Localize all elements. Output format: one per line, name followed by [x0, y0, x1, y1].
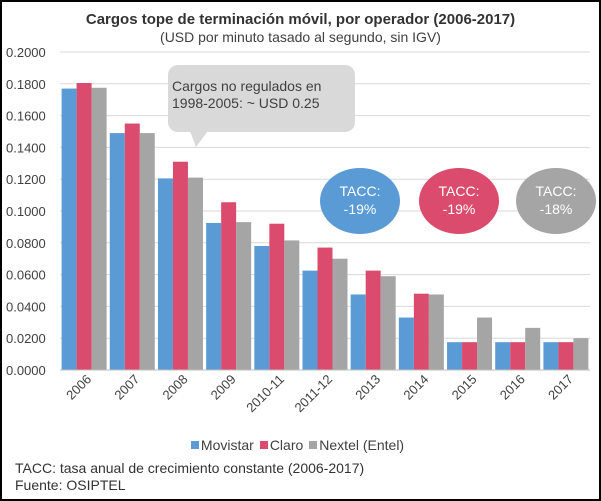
tacc-claro: TACC: -19% [414, 182, 504, 218]
bar-nextel-2008 [187, 177, 203, 370]
chart-title: Cargos tope de terminación móvil, por op… [85, 11, 516, 28]
y-tick-label: 0.0400 [6, 299, 46, 314]
bar-movistar-2014 [398, 317, 414, 370]
bar-nextel-2007 [139, 133, 155, 370]
tacc-nextel-label: TACC: [535, 183, 577, 199]
tacc-nextel-value: -18% [539, 201, 573, 217]
bar-claro-2014 [413, 293, 429, 370]
x-tick-label: 2008 [160, 372, 191, 403]
y-tick-label: 0.1400 [6, 140, 46, 155]
legend-swatch-nextel [309, 441, 318, 449]
bar-movistar-2016 [495, 342, 511, 370]
bar-claro-2008 [172, 161, 188, 370]
bar-claro-2015 [462, 342, 478, 370]
tacc-movistar-value: -19% [343, 201, 377, 217]
tacc-movistar-label: TACC: [339, 183, 381, 199]
y-tick-label: 0.0000 [6, 363, 46, 378]
bar-nextel-2016 [525, 327, 541, 370]
legend-item-movistar: Movistar [190, 437, 254, 453]
tacc-definition-note: TACC: tasa anual de crecimiento constant… [15, 460, 365, 476]
bar-movistar-2006 [61, 88, 77, 370]
tacc-ellipse [419, 168, 499, 234]
bar-claro-2016 [510, 342, 526, 370]
legend-item-nextel: Nextel (Entel) [309, 437, 404, 453]
x-tick-label: 2015 [449, 372, 480, 403]
y-tick-label: 0.1800 [6, 77, 46, 92]
tacc-ellipse [320, 168, 400, 234]
bar-movistar-2017 [543, 342, 559, 370]
bar-nextel-2009 [236, 222, 252, 370]
bar-movistar-2008 [157, 178, 173, 370]
bar-nextel-2017 [573, 338, 589, 370]
x-tick-label: 2006 [63, 372, 94, 403]
legend-label-nextel: Nextel (Entel) [319, 437, 405, 453]
bar-nextel-2013 [380, 276, 396, 370]
y-tick-label: 0.2000 [6, 45, 46, 60]
tacc-claro-value: -19% [442, 201, 476, 217]
bar-claro-2009 [221, 202, 237, 370]
bar-nextel-2010-11 [284, 240, 300, 370]
x-tick-label: 2007 [111, 372, 142, 403]
bar-claro-2007 [124, 123, 140, 370]
x-tick-label: 2017 [545, 372, 576, 403]
y-tick-label: 0.0200 [6, 331, 46, 346]
y-tick-label: 0.1200 [6, 172, 46, 187]
tacc-movistar: TACC: -19% [315, 182, 405, 218]
bar-claro-2010-11 [269, 223, 285, 370]
bar-movistar-2009 [206, 222, 222, 370]
legend-label-claro: Claro [269, 437, 304, 453]
y-tick-label: 0.0800 [6, 236, 46, 251]
x-tick-label: 2010-11 [243, 372, 287, 416]
bar-nextel-2014 [428, 294, 444, 370]
legend-swatch-movistar [190, 441, 199, 449]
bar-claro-2017 [558, 342, 574, 370]
chart-subtitle: (USD por minuto tasado al segundo, sin I… [160, 29, 441, 45]
bar-claro-2011-12 [317, 247, 333, 370]
y-tick-label: 0.1000 [6, 204, 46, 219]
tacc-nextel: TACC: -18% [511, 182, 601, 218]
y-tick-label: 0.0600 [6, 268, 46, 283]
bar-movistar-2011-12 [302, 270, 318, 370]
bar-movistar-2007 [109, 133, 125, 370]
bar-nextel-2011-12 [332, 258, 348, 370]
bar-movistar-2013 [350, 294, 366, 370]
bar-claro-2006 [76, 83, 92, 370]
legend-swatch-claro [259, 441, 268, 449]
x-tick-label: 2013 [352, 372, 383, 403]
legend: Movistar Claro Nextel (Entel) [0, 437, 601, 453]
legend-item-claro: Claro [259, 437, 304, 453]
x-tick-label: 2016 [497, 372, 528, 403]
bar-movistar-2015 [447, 342, 463, 370]
bar-movistar-2010-11 [254, 245, 270, 370]
callout-pointer [190, 131, 208, 147]
source-note: Fuente: OSIPTEL [15, 477, 126, 493]
bar-nextel-2006 [91, 87, 107, 371]
tacc-ellipse [516, 168, 596, 234]
x-tick-label: 2009 [208, 372, 239, 403]
x-tick-label: 2014 [400, 372, 431, 403]
bar-claro-2013 [365, 270, 381, 370]
x-tick-label: 2011-12 [291, 372, 335, 416]
tacc-claro-label: TACC: [438, 183, 480, 199]
callout-text: Cargos no regulados en 1998-2005: ~ USD … [172, 78, 322, 111]
legend-label-movistar: Movistar [200, 437, 254, 453]
y-tick-label: 0.1600 [6, 109, 46, 124]
callout-bubble [168, 65, 355, 132]
bar-nextel-2015 [477, 317, 493, 370]
